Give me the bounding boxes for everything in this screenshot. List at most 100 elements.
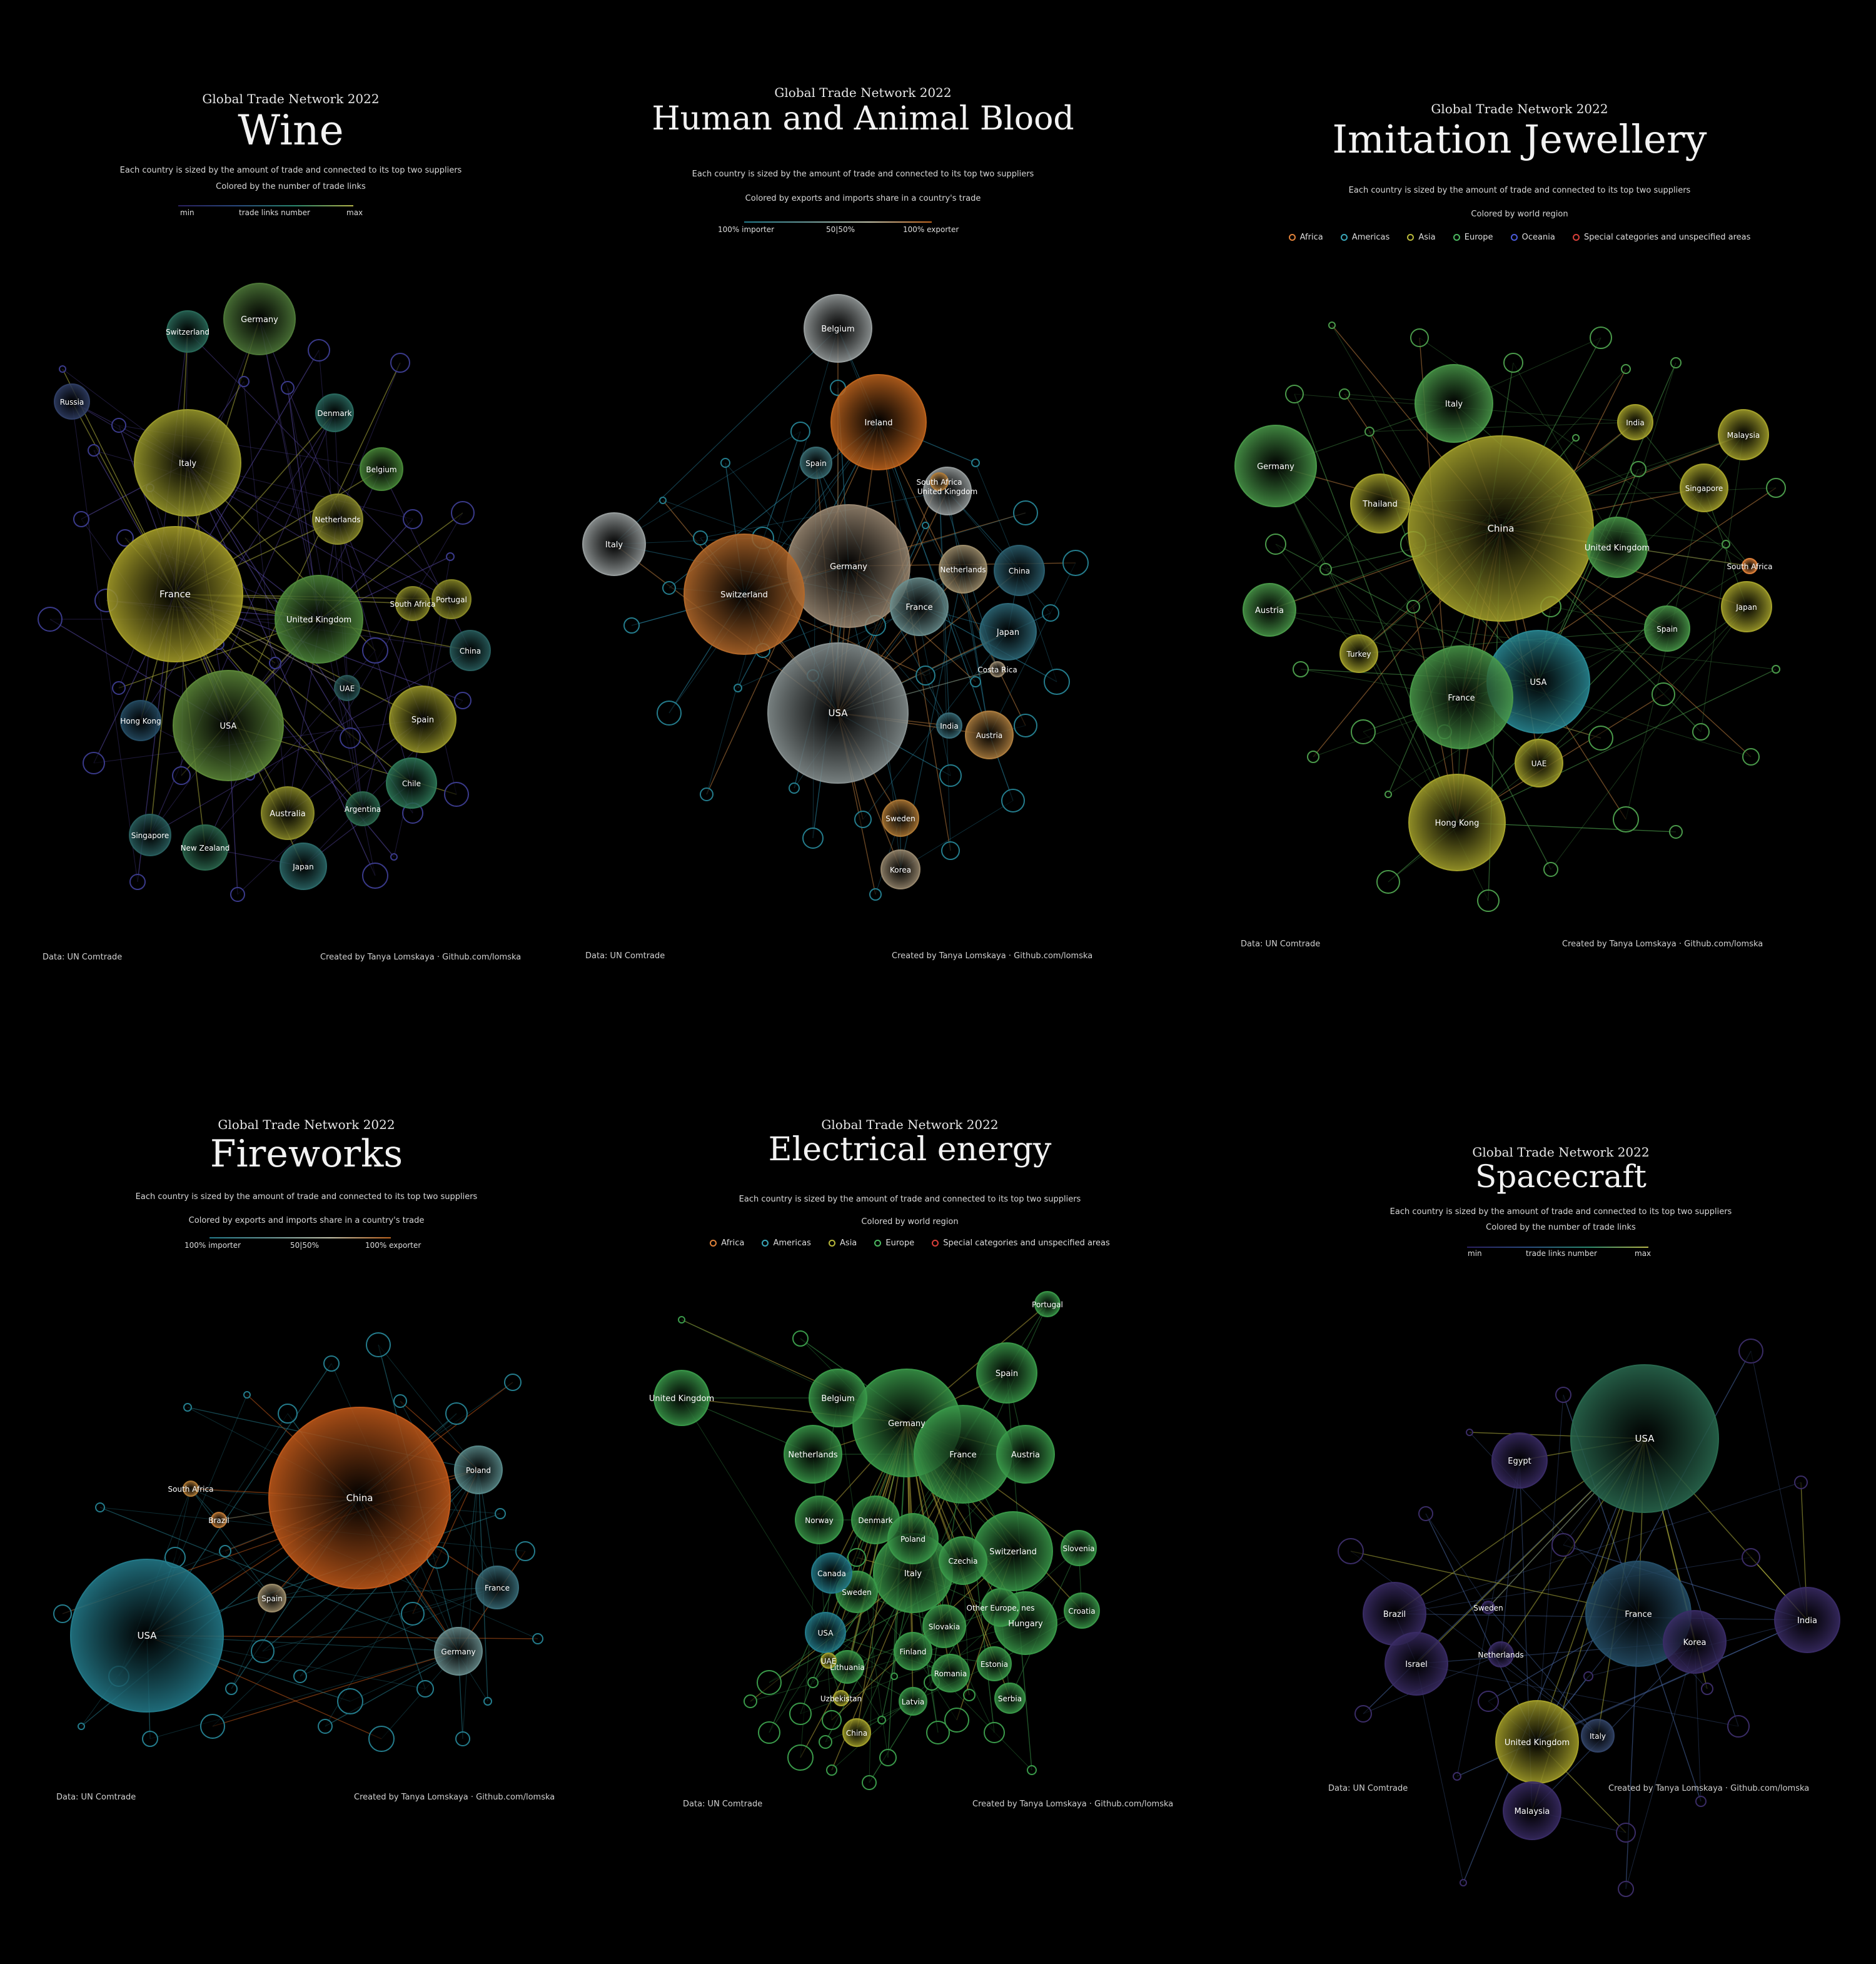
country-node <box>1488 1641 1514 1668</box>
country-label: Lithuania <box>830 1663 865 1672</box>
trade-link <box>947 490 990 736</box>
legend-label: Europe <box>1464 233 1493 242</box>
country-label: Other Europe, nes <box>967 1604 1035 1612</box>
country-label: South Africa <box>390 600 436 609</box>
trade-link <box>1700 434 1744 732</box>
country-node <box>936 712 962 739</box>
minor-country-node <box>323 1355 340 1372</box>
country-node <box>1350 473 1410 534</box>
minor-country-node <box>826 1764 837 1776</box>
legend-label: Special categories and unspecified areas <box>943 1238 1110 1248</box>
trade-link <box>1538 606 1747 764</box>
country-label: USA <box>1635 1433 1655 1444</box>
country-node <box>312 494 363 545</box>
country-label: Spain <box>411 716 434 725</box>
trade-link <box>71 401 452 600</box>
legend-item: Africa <box>710 1238 744 1248</box>
legend-dot <box>1572 234 1580 241</box>
minor-country-node <box>129 874 146 890</box>
minor-country-node <box>446 552 455 561</box>
country-label: China <box>1488 523 1515 534</box>
minor-country-node <box>495 1508 506 1519</box>
source-note: Data: UN Comtrade <box>683 1799 763 1809</box>
minor-country-node <box>1621 364 1631 374</box>
trade-link <box>174 1488 191 1558</box>
country-label: Belgium <box>366 465 396 474</box>
country-node <box>830 374 927 470</box>
subtitle: Each country is sized by the amount of t… <box>1348 186 1691 195</box>
country-label: Italy <box>179 459 197 468</box>
legend-label: Special categories and unspecified areas <box>1583 233 1751 242</box>
minor-country-node <box>1265 534 1286 555</box>
country-node <box>223 283 296 355</box>
country-node <box>977 1646 1012 1681</box>
country-node <box>981 1588 1020 1627</box>
legend-label: Africa <box>721 1238 745 1248</box>
minor-country-node <box>819 1735 832 1749</box>
country-label: Austria <box>976 731 1002 740</box>
country-node <box>996 1425 1055 1484</box>
minor-country-node <box>451 501 475 525</box>
minor-country-node <box>623 617 640 634</box>
country-label: Singapore <box>1685 484 1723 493</box>
minor-country-node <box>1013 500 1038 525</box>
minor-country-node <box>847 1548 866 1567</box>
trade-link <box>187 462 376 876</box>
country-label: Germany <box>830 562 867 572</box>
country-label: USA <box>220 722 237 731</box>
minor-country-node <box>455 1731 470 1746</box>
country-label: Italy <box>1445 400 1463 409</box>
country-label: United Kingdom <box>1585 544 1650 553</box>
minor-country-node <box>308 339 330 362</box>
country-node <box>1339 634 1378 673</box>
country-node <box>939 1536 987 1585</box>
country-label: China <box>1009 567 1030 575</box>
country-node <box>1384 1632 1448 1696</box>
legend-right: 100% exporter <box>903 225 959 234</box>
trade-link <box>1394 1557 1752 1614</box>
minor-country-node <box>787 1744 814 1771</box>
country-label: Argentina <box>345 805 381 814</box>
minor-country-node <box>1466 1429 1473 1436</box>
trade-link <box>1416 1663 1464 1883</box>
minor-country-node <box>1588 726 1613 751</box>
minor-country-node <box>1772 665 1780 674</box>
legend-item: Africa <box>1288 233 1323 242</box>
country-node <box>882 799 919 837</box>
country-node <box>880 849 920 889</box>
minor-country-node <box>337 1688 363 1714</box>
country-label: France <box>1625 1610 1652 1619</box>
minor-nodes-layer <box>53 1332 543 1752</box>
country-label: Korea <box>890 866 911 874</box>
panel-blood: Global Trade Network 2022 Human and Anim… <box>550 0 1176 961</box>
minor-country-node <box>243 1391 251 1399</box>
source-note: Data: UN Comtrade <box>43 953 123 962</box>
credit-note: Created by Tanya Lomskaya · Github.com/l… <box>1562 939 1763 949</box>
trade-link <box>750 1622 1026 1702</box>
country-node <box>1581 1719 1615 1753</box>
minor-country-node <box>1742 1548 1760 1567</box>
country-node <box>434 1627 483 1676</box>
country-label: Turkey <box>1346 650 1371 659</box>
minor-country-node <box>1364 427 1374 437</box>
major-nodes-layer <box>1363 1364 1840 1840</box>
country-label: UAE <box>821 1657 837 1666</box>
major-nodes-layer <box>70 1407 519 1713</box>
minor-country-node <box>657 701 682 726</box>
minor-country-node <box>445 1402 468 1425</box>
country-node <box>395 586 430 621</box>
legend-min: min <box>1468 1249 1482 1258</box>
trade-link <box>1463 1438 1645 1883</box>
country-node <box>842 1718 871 1747</box>
panel-title: Fireworks <box>209 1132 403 1176</box>
country-node <box>784 1425 842 1484</box>
country-node <box>653 1370 710 1426</box>
trade-link <box>1536 1394 1564 1743</box>
country-label: Austria <box>1255 606 1284 615</box>
legend-caption: Colored by world region <box>1471 210 1568 219</box>
panel-title: Imitation Jewellery <box>1332 116 1707 162</box>
minor-country-node <box>941 841 960 860</box>
country-node <box>275 575 363 664</box>
minor-country-node <box>183 1403 192 1412</box>
minor-country-node <box>854 811 872 828</box>
